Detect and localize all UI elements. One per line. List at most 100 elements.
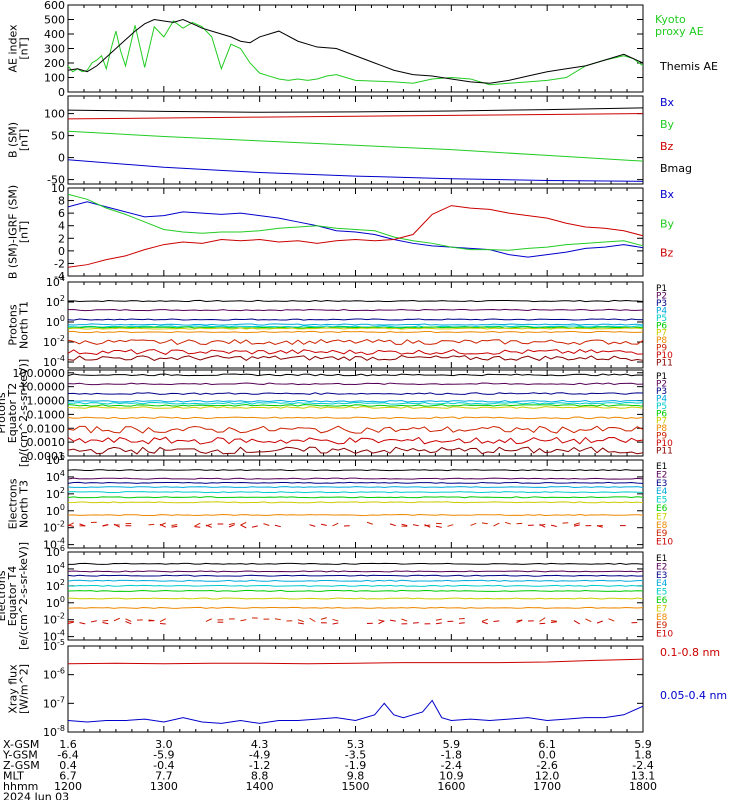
series-By-line [67, 130, 644, 162]
legend-E5: E5 [656, 588, 667, 598]
series-E9-segment [228, 522, 235, 526]
legend-P8: P8 [656, 336, 667, 346]
y-tick-label: 1.0000 [27, 395, 66, 408]
legend-P4: P4 [656, 394, 667, 404]
series-E10-segment [79, 622, 86, 625]
legend-proxy-ae: proxy AE [655, 25, 704, 38]
series-E10-segment [424, 524, 431, 528]
ephemeris-value: -1.2 [249, 759, 270, 772]
series-E10-segment [67, 524, 74, 527]
series-Kyoto-proxy-AE-line [67, 20, 644, 86]
legend-E8: E8 [656, 613, 668, 623]
series-E9-segment [171, 524, 178, 527]
series-P4-line [67, 399, 644, 403]
series-E10-segment [378, 620, 385, 625]
y-tick-label: 6 [58, 207, 65, 220]
ephemeris-value: 3.0 [155, 738, 173, 751]
series-Bmag-line [67, 107, 644, 113]
legend-P5: P5 [656, 314, 667, 324]
series-E9-segment [504, 521, 511, 525]
series-E9-segment [481, 618, 488, 622]
series-P11-line [67, 446, 644, 455]
series-E8-line [67, 514, 644, 517]
series-E9-segment [332, 618, 339, 622]
series-P9-line [67, 425, 644, 434]
series-Themis-AE-line [67, 18, 644, 84]
y-tick-label: 50 [51, 130, 65, 143]
series-E9-segment [309, 617, 316, 623]
y-tick-label: 0.0010 [27, 436, 66, 449]
ephemeris-label-hhmm: hhmm [3, 780, 38, 793]
series-E9-segment [608, 618, 615, 622]
panel-8: 10-5 10-6 10-7 10-8 Xray flux[W/m^2] 0.1-0.8 … [7, 638, 728, 739]
series-E10-segment [493, 620, 500, 622]
date-label: 2024 Jun 03 [3, 791, 69, 800]
legend-kyoto: Kyoto [655, 13, 686, 26]
series-E10-segment [113, 523, 120, 528]
ephemeris-value: -5.9 [153, 749, 174, 762]
series-E10-segment [171, 525, 178, 528]
series-P9-line [67, 338, 644, 345]
ephemeris-value: 1600 [437, 780, 465, 793]
series-E1-line [67, 562, 644, 565]
series-E2-line [67, 477, 644, 480]
series-E4-line [67, 486, 644, 489]
series-E9-segment [481, 522, 488, 525]
legend-E9: E9 [656, 529, 668, 539]
ephemeris-value: 8.8 [251, 770, 269, 783]
legend-Bz: Bz [660, 247, 674, 260]
series-P7-line [67, 406, 644, 409]
series-E6-line [67, 589, 644, 592]
legend-P3: P3 [656, 387, 667, 397]
series-E9-segment [297, 619, 304, 623]
y-tick-label: 100 [44, 108, 65, 121]
series-Bz-line [67, 113, 644, 120]
ephemeris-value: 5.9 [443, 738, 461, 751]
series-P11-line [67, 355, 644, 362]
y-tick-label: 10 [51, 182, 65, 195]
y-tick-label: 10-4 [43, 629, 65, 644]
series-E9-segment [470, 522, 477, 526]
y-tick-label: 100 [44, 72, 65, 85]
y-tick-label: 300 [44, 43, 65, 56]
y-axis-title-line: Equator T4 [6, 566, 19, 626]
legend-P9: P9 [656, 344, 667, 354]
series-E10-segment [412, 524, 419, 527]
series-E10-segment [516, 619, 523, 624]
y-tick-label: 10-2 [43, 334, 65, 349]
series-E9-segment [401, 618, 408, 622]
series-E10-segment [125, 621, 132, 625]
legend-E5: E5 [656, 496, 667, 506]
ephemeris-value: -1.9 [345, 759, 366, 772]
ephemeris-value: 0.4 [59, 759, 77, 772]
legend-P6: P6 [656, 409, 667, 419]
series-P3-line [67, 392, 644, 395]
y-axis-title-line: Protons [0, 392, 8, 433]
legend-E1: E1 [656, 554, 667, 564]
y-tick-label: 600 [44, 0, 65, 12]
series-P10-line [67, 349, 644, 355]
series-E10-segment [458, 622, 465, 624]
y-axis-title-line: AE index [7, 24, 20, 73]
y-axis-title-line: B (SM) [7, 122, 20, 158]
ephemeris-value: 1400 [246, 780, 274, 793]
legend-E4: E4 [656, 579, 668, 589]
series-E2-line [67, 570, 644, 573]
y-axis-title-line: [p/(cm^2-s-sr-keV)] [17, 359, 30, 467]
series-E5-line [67, 491, 644, 494]
ephemeris-value: 1500 [342, 780, 370, 793]
legend-E6: E6 [656, 596, 668, 606]
series-E9-segment [113, 617, 120, 622]
ephemeris-value: -1.8 [441, 749, 462, 762]
series-E10-segment [573, 620, 581, 625]
series-By-line [67, 193, 644, 251]
y-axis-title: B (SM)-IGRF (SM)[nT] [7, 185, 31, 279]
y-axis-title-line: North T1 [18, 301, 31, 349]
series-P1-line [67, 373, 644, 377]
ephemeris-value: -2.4 [632, 759, 653, 772]
y-axis-title-line: [nT] [18, 129, 31, 151]
series-E10-segment [297, 622, 304, 625]
